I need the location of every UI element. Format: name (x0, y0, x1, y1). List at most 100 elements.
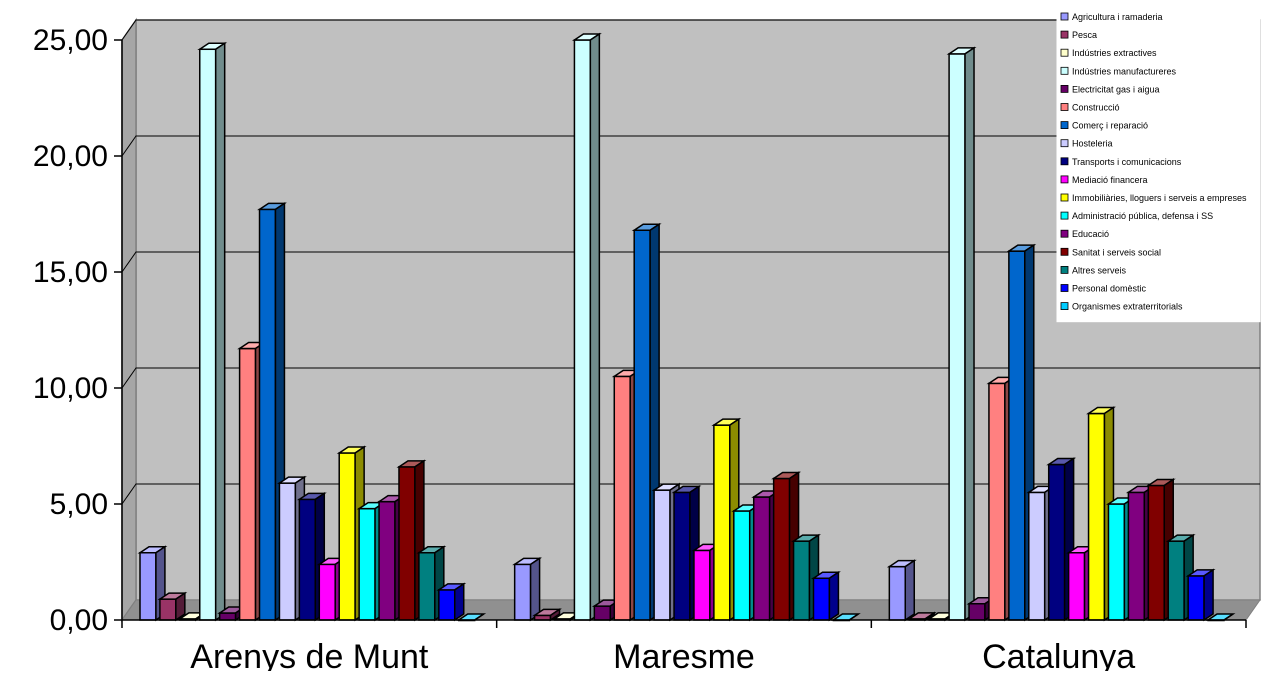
bar-side (549, 607, 561, 622)
legend-swatch (1060, 12, 1069, 21)
bar-front (792, 540, 811, 621)
x-category-label: Catalunya (982, 638, 1135, 671)
bar-side (214, 41, 226, 622)
bar-front (968, 603, 986, 621)
bar-front (593, 605, 612, 621)
gridlines (121, 19, 1260, 505)
bar-front (1047, 463, 1066, 621)
bar-front (772, 477, 791, 621)
bar-side (175, 591, 186, 622)
legend-label: Organismes extraterritorials (1072, 302, 1183, 312)
legend-swatch (1060, 48, 1069, 57)
y-tick-label: 15,00 (33, 256, 108, 289)
legend-label: Sanitat i serveis social (1072, 247, 1161, 257)
legend-swatch (1060, 193, 1069, 202)
bar-front (159, 598, 177, 621)
bar-front (713, 424, 731, 621)
legend-swatch (1060, 121, 1069, 129)
legend-swatch (1060, 211, 1069, 220)
bar-front (199, 48, 217, 621)
bar-side (904, 559, 916, 622)
y-tick-label: 25,00 (33, 24, 108, 57)
bar-side (589, 32, 601, 622)
bar (886, 559, 917, 622)
bar-front (1087, 412, 1106, 621)
bar-front (752, 496, 771, 621)
legend-swatch (1060, 157, 1069, 166)
legend-swatch (1060, 66, 1069, 75)
legend: Agricultura i ramaderia Pesca Indústries e… (1056, 7, 1261, 323)
x-axis: Arenys de Munt Maresme Catalunya (121, 619, 1247, 676)
bar (512, 556, 543, 622)
legend-swatch (1060, 85, 1069, 93)
legend-label: Altres serveis (1072, 265, 1127, 275)
bar-side (529, 556, 541, 622)
bar-front (418, 551, 436, 621)
bar-side (848, 613, 859, 621)
bar (571, 32, 602, 622)
legend-label: Administració pública, defensa i SS (1072, 211, 1213, 221)
bar-front (633, 229, 651, 621)
bar-front (613, 375, 631, 621)
legend-label: Educació (1072, 229, 1109, 239)
bar (946, 46, 977, 622)
bar-front (378, 500, 396, 621)
bar-front (733, 510, 751, 621)
legend-swatch (1060, 175, 1069, 184)
y-tick-label: 20,00 (33, 140, 108, 173)
legend-label: Transports i comunicacions (1072, 157, 1182, 167)
bar-front (238, 347, 257, 621)
legend-swatch (1060, 139, 1069, 148)
legend-label: Agricultura i ramaderia (1072, 12, 1163, 22)
bar (1185, 568, 1216, 622)
legend-swatch (1060, 103, 1069, 111)
bar (157, 591, 188, 622)
bar-front (139, 551, 157, 621)
legend-label: Indústries manufactureres (1072, 66, 1177, 76)
legend-label: Construcció (1072, 103, 1120, 113)
bar-front (888, 565, 907, 621)
bar-front (1127, 491, 1146, 621)
bar-front (812, 577, 831, 621)
bar-front (338, 452, 356, 621)
bar (197, 41, 228, 622)
bar-side (1223, 613, 1234, 621)
legend-label: Indústries extractives (1072, 48, 1157, 58)
legend-label: Pesca (1072, 30, 1097, 40)
bar-side (964, 46, 975, 622)
bar-front (1147, 484, 1165, 621)
bar-front (1008, 250, 1026, 621)
bar-front (988, 382, 1006, 621)
bar (811, 570, 841, 622)
bar-front (258, 208, 277, 621)
bar-front (573, 39, 592, 621)
y-tick-label: 0,00 (50, 604, 108, 637)
bar-side (474, 613, 485, 621)
y-tick-label: 10,00 (33, 372, 108, 405)
bar-front (278, 482, 297, 621)
bar-front (218, 612, 237, 621)
legend-box (1056, 7, 1261, 323)
legend-label: Comerç i reparació (1072, 121, 1148, 131)
legend-swatch (1060, 30, 1069, 39)
gridline (121, 135, 1260, 157)
bar-front (1067, 551, 1086, 621)
legend-label: Hosteleria (1072, 139, 1113, 149)
legend-label: Personal domèstic (1072, 284, 1147, 294)
legend-label: Immobiliàries, lloguers i serveis a empr… (1072, 193, 1247, 203)
legend-swatch (1060, 302, 1069, 311)
bar-front (1107, 503, 1126, 621)
legend-label: Electricitat gas i aigua (1072, 84, 1160, 94)
bar (631, 222, 662, 622)
gridline (121, 367, 1260, 389)
side-wall (121, 17, 137, 623)
legend-label: Mediació financera (1072, 175, 1148, 185)
bar-side (1203, 568, 1214, 622)
bar-side (828, 570, 840, 622)
bar-front (693, 549, 711, 621)
bar (436, 582, 467, 622)
bar (396, 459, 427, 622)
bar-front (948, 53, 966, 621)
bar-front (358, 507, 376, 621)
